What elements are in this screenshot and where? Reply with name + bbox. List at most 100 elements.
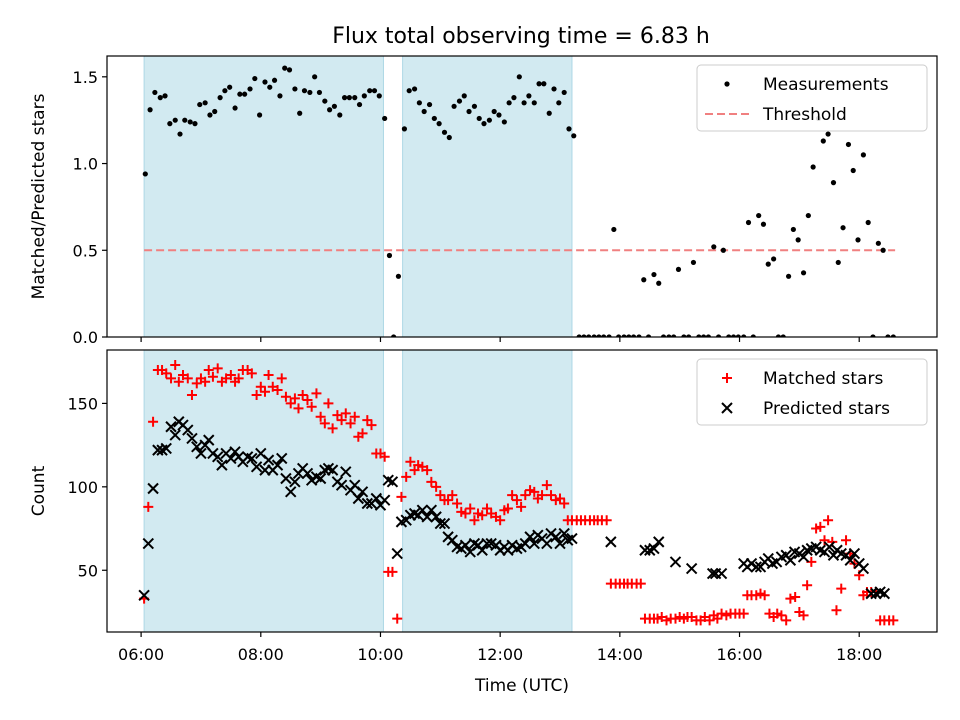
- data-point: [823, 541, 835, 553]
- data-point: [172, 117, 178, 123]
- data-point: [285, 398, 296, 409]
- data-point: [396, 491, 407, 502]
- data-point: [166, 373, 177, 384]
- data-point: [571, 133, 577, 139]
- data-point: [546, 110, 552, 116]
- data-point: [685, 562, 698, 575]
- data-point: [716, 608, 727, 619]
- data-point: [311, 388, 322, 399]
- series-predicted-stars: [138, 416, 891, 601]
- data-point: [507, 490, 518, 501]
- data-point: [671, 334, 677, 337]
- data-point: [336, 415, 347, 426]
- data-point: [784, 554, 797, 566]
- data-point: [169, 429, 181, 441]
- observing-interval: [143, 55, 384, 338]
- legend-label: Predicted stars: [763, 399, 890, 419]
- data-point: [212, 363, 223, 374]
- data-point: [545, 527, 557, 540]
- data-point: [477, 510, 488, 521]
- data-point: [207, 112, 213, 118]
- legend-label: Measurements: [763, 75, 889, 95]
- data-point: [217, 95, 223, 101]
- legend: Matched stars Predicted stars: [696, 358, 928, 426]
- observing-interval: [402, 349, 573, 633]
- data-point: [301, 467, 314, 480]
- data-point: [280, 391, 291, 402]
- data-point: [759, 590, 770, 601]
- data-point: [322, 98, 328, 104]
- data-point: [605, 536, 617, 548]
- data-point: [825, 131, 831, 137]
- data-point: [835, 259, 841, 266]
- data-point: [566, 532, 578, 545]
- data-point: [601, 334, 607, 337]
- data-point: [382, 115, 388, 122]
- data-point: [292, 86, 298, 92]
- plot-frame: [106, 349, 938, 633]
- data-point: [212, 108, 218, 115]
- data-point: [885, 334, 891, 337]
- data-point: [262, 454, 275, 466]
- data-point: [511, 495, 522, 506]
- data-point: [681, 334, 687, 337]
- data-point: [653, 536, 665, 548]
- data-point: [160, 442, 172, 455]
- data-point: [586, 334, 592, 337]
- data-point: [760, 221, 767, 227]
- data-point: [541, 81, 547, 87]
- data-point: [371, 88, 378, 94]
- data-point: [446, 534, 458, 546]
- x-tick-label: 14:00: [597, 645, 643, 664]
- data-point: [550, 531, 562, 543]
- data-point: [357, 428, 368, 439]
- data-point: [340, 466, 352, 478]
- data-point: [875, 240, 881, 246]
- data-point: [138, 589, 150, 601]
- data-point: [340, 408, 351, 419]
- data-point: [476, 115, 482, 122]
- data-point: [750, 334, 756, 337]
- data-point: [147, 107, 153, 113]
- data-point: [566, 126, 572, 132]
- data-point: [335, 479, 348, 491]
- data-point: [776, 610, 787, 621]
- data-point: [790, 591, 801, 602]
- data-point: [421, 108, 427, 115]
- data-point: [819, 535, 830, 546]
- data-point: [459, 539, 472, 551]
- data-point: [426, 476, 437, 487]
- data-point: [242, 91, 248, 97]
- data-point: [848, 547, 861, 560]
- data-point: [704, 615, 715, 626]
- data-point: [366, 420, 377, 431]
- data-point: [711, 244, 717, 250]
- data-point: [781, 615, 792, 626]
- data-point: [431, 481, 442, 492]
- x-tick-label: 08:00: [238, 645, 284, 664]
- data-point: [362, 415, 373, 426]
- data-point: [756, 212, 762, 219]
- data-point: [645, 334, 652, 337]
- data-point: [675, 266, 682, 272]
- data-point: [147, 482, 159, 495]
- data-point: [165, 421, 177, 433]
- x-tick-label: 16:00: [716, 645, 762, 664]
- data-point: [361, 93, 367, 99]
- data-point: [844, 554, 856, 566]
- data-point: [262, 79, 268, 85]
- x-tick-label: 06:00: [118, 645, 164, 664]
- data-point: [836, 583, 847, 594]
- data-point: [795, 237, 801, 243]
- data-point: [395, 273, 402, 279]
- data-point: [830, 180, 837, 186]
- data-point: [431, 115, 437, 122]
- data-point: [337, 112, 343, 118]
- data-point: [152, 444, 164, 456]
- data-point: [860, 152, 866, 158]
- series-matched-stars: [139, 360, 899, 626]
- data-point: [157, 95, 163, 101]
- data-point: [554, 537, 566, 550]
- data-point: [705, 334, 712, 337]
